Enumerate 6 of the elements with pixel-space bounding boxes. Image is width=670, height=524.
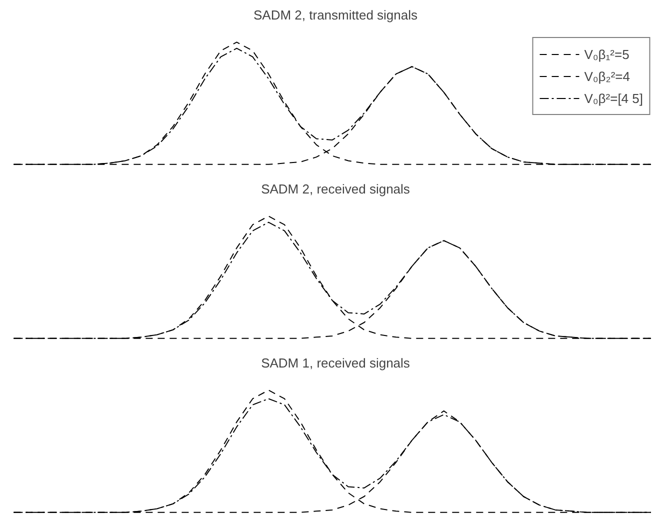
- legend-label: V₀β₂²=4: [584, 68, 630, 84]
- chart-title: SADM 2, transmitted signals: [254, 8, 418, 22]
- chart-title: SADM 1, received signals: [261, 356, 410, 370]
- legend-label: V₀β²=[4 5]: [584, 90, 643, 106]
- chart-title: SADM 2, received signals: [261, 182, 410, 196]
- legend-label: V₀β₁²=5: [584, 46, 630, 62]
